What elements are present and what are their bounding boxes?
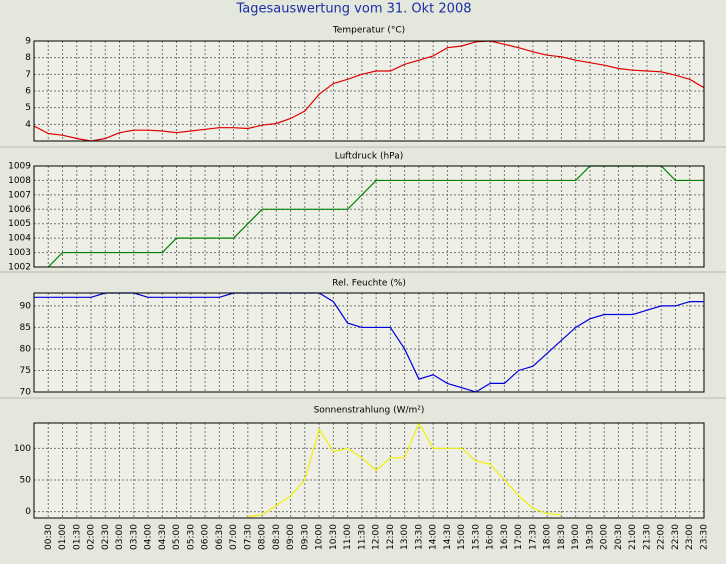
y-tick-label: 0 — [25, 507, 31, 517]
x-tick-label: 07:00 — [229, 524, 239, 550]
y-tick-label: 8 — [25, 53, 31, 63]
y-tick-label: 1002 — [8, 263, 31, 273]
x-tick-label: 01:00 — [58, 524, 68, 550]
x-tick-label: 12:00 — [372, 524, 382, 550]
y-tick-label: 100 — [14, 444, 31, 454]
panel-title: Sonnenstrahlung (W/m²) — [314, 406, 425, 416]
x-tick-label: 09:00 — [286, 524, 296, 550]
y-tick-label: 85 — [20, 323, 31, 333]
y-tick-label: 4 — [25, 120, 31, 130]
y-tick-label: 1008 — [8, 176, 31, 186]
x-tick-label: 20:00 — [600, 524, 610, 550]
x-tick-label: 15:30 — [471, 524, 481, 550]
x-tick-label: 13:30 — [414, 524, 424, 550]
x-tick-label: 02:30 — [101, 524, 111, 550]
x-tick-label: 00:30 — [44, 524, 54, 550]
panel-title: Temperatur (°C) — [332, 26, 405, 36]
data-line — [34, 292, 704, 393]
x-tick-label: 14:00 — [429, 524, 439, 550]
y-tick-label: 80 — [20, 344, 32, 354]
x-tick-label: 11:30 — [357, 524, 367, 550]
panel-title: Rel. Feuchte (%) — [332, 279, 406, 289]
plot-area — [33, 422, 705, 519]
y-tick-label: 1004 — [8, 234, 31, 244]
x-tick-label: 10:00 — [315, 524, 325, 550]
x-tick-label: 12:30 — [386, 524, 396, 550]
x-tick-label: 01:30 — [72, 524, 82, 550]
plot-area — [33, 165, 705, 268]
x-tick-label: 21:30 — [642, 524, 652, 550]
x-tick-label: 08:00 — [258, 524, 268, 550]
x-tick-label: 22:30 — [671, 524, 681, 550]
x-tick-label: 07:30 — [243, 524, 253, 550]
x-tick-label: 13:00 — [400, 524, 410, 550]
y-tick-label: 1006 — [8, 205, 31, 215]
x-tick-label: 20:30 — [614, 524, 624, 550]
x-tick-label: 21:00 — [628, 524, 638, 550]
x-tick-label: 05:30 — [186, 524, 196, 550]
plot-area — [33, 40, 705, 142]
plot-border — [33, 422, 705, 519]
y-tick-label: 90 — [20, 301, 32, 311]
panel-title: Luftdruck (hPa) — [335, 152, 404, 162]
data-line — [247, 422, 562, 518]
x-tick-label: 14:30 — [443, 524, 453, 550]
x-tick-label: 08:30 — [272, 524, 282, 550]
plot-area — [33, 292, 705, 393]
page-title: Tagesauswertung vom 31. Okt 2008 — [235, 2, 471, 17]
x-tick-label: 19:00 — [571, 524, 581, 550]
x-tick-label: 17:30 — [528, 524, 538, 550]
y-tick-label: 1009 — [8, 162, 31, 172]
x-tick-label: 02:00 — [87, 524, 97, 550]
x-tick-label: 17:00 — [514, 524, 524, 550]
x-tick-label: 04:00 — [144, 524, 154, 550]
plot-border — [33, 40, 705, 142]
x-tick-label: 06:00 — [201, 524, 211, 550]
x-tick-label: 04:30 — [158, 524, 168, 550]
x-tick-label: 06:30 — [215, 524, 225, 550]
x-tick-label: 05:00 — [172, 524, 182, 550]
x-tick-label: 23:30 — [700, 524, 710, 550]
y-tick-label: 1007 — [8, 190, 31, 200]
x-tick-label: 18:00 — [543, 524, 553, 550]
data-line — [34, 40, 704, 142]
x-tick-label: 22:00 — [657, 524, 667, 550]
y-tick-label: 5 — [25, 103, 31, 113]
x-tick-label: 03:00 — [115, 524, 125, 550]
x-tick-label: 11:00 — [343, 524, 353, 550]
y-tick-label: 6 — [25, 87, 31, 97]
x-tick-label: 16:30 — [500, 524, 510, 550]
y-tick-label: 75 — [20, 366, 31, 376]
y-tick-label: 1005 — [8, 219, 31, 229]
x-tick-label: 19:30 — [585, 524, 595, 550]
y-tick-label: 9 — [25, 37, 31, 47]
y-tick-label: 7 — [25, 70, 31, 80]
plot-border — [33, 292, 705, 393]
x-tick-label: 09:30 — [300, 524, 310, 550]
y-tick-label: 70 — [20, 388, 32, 398]
x-tick-label: 23:00 — [685, 524, 695, 550]
x-tick-label: 16:00 — [486, 524, 496, 550]
x-tick-label: 18:30 — [557, 524, 567, 550]
x-tick-label: 03:30 — [129, 524, 139, 550]
y-tick-label: 1003 — [8, 248, 31, 258]
y-tick-label: 50 — [20, 476, 32, 486]
x-tick-label: 15:00 — [457, 524, 467, 550]
x-tick-label: 10:30 — [329, 524, 339, 550]
plot-border — [33, 165, 705, 268]
